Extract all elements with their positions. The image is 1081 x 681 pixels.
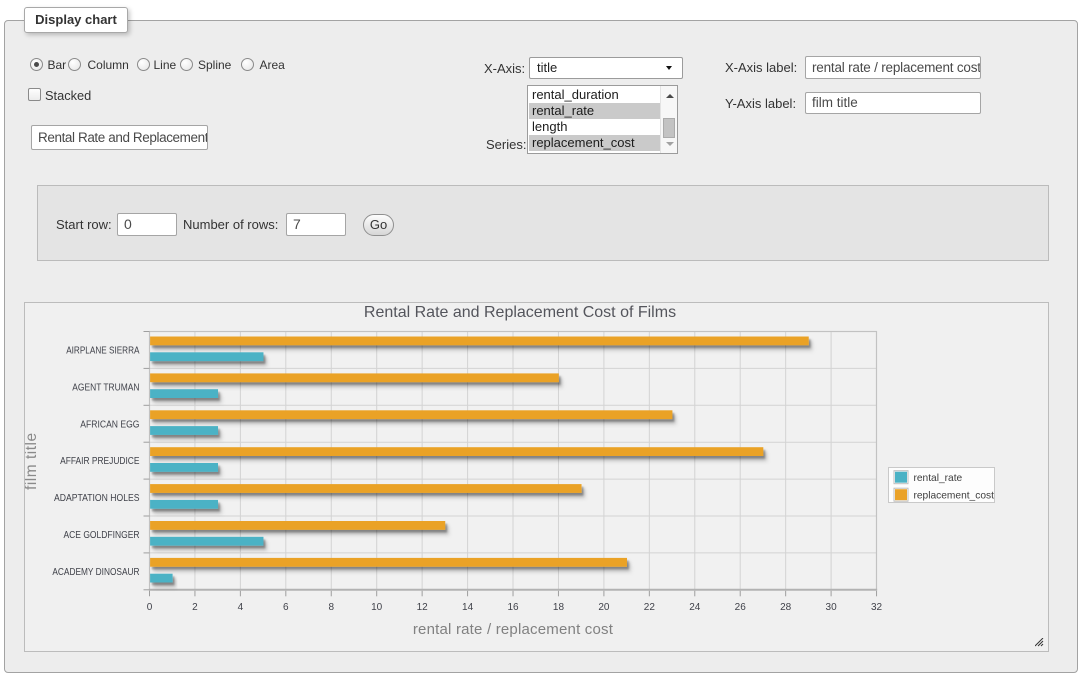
- svg-text:rental_rate: rental_rate: [914, 473, 963, 484]
- svg-text:AIRPLANE SIERRA: AIRPLANE SIERRA: [66, 345, 140, 356]
- svg-text:AGENT TRUMAN: AGENT TRUMAN: [72, 382, 139, 393]
- svg-text:ACADEMY DINOSAUR: ACADEMY DINOSAUR: [52, 567, 139, 578]
- svg-text:12: 12: [417, 602, 429, 613]
- svg-text:ADAPTATION HOLES: ADAPTATION HOLES: [54, 493, 140, 504]
- svg-text:26: 26: [735, 602, 747, 613]
- svg-text:20: 20: [598, 602, 610, 613]
- svg-text:30: 30: [826, 602, 838, 613]
- svg-text:4: 4: [238, 602, 244, 613]
- svg-text:rental rate / replacement cost: rental rate / replacement cost: [413, 621, 614, 638]
- svg-text:22: 22: [644, 602, 656, 613]
- svg-text:0: 0: [147, 602, 153, 613]
- svg-text:AFRICAN EGG: AFRICAN EGG: [80, 419, 139, 430]
- svg-text:6: 6: [283, 602, 289, 613]
- svg-text:8: 8: [328, 602, 334, 613]
- svg-text:24: 24: [689, 602, 701, 613]
- svg-text:film title: film title: [25, 432, 40, 490]
- svg-text:28: 28: [780, 602, 792, 613]
- svg-text:32: 32: [871, 602, 883, 613]
- svg-text:16: 16: [507, 602, 519, 613]
- svg-text:2: 2: [192, 602, 198, 613]
- svg-text:replacement_cost: replacement_cost: [914, 491, 995, 502]
- svg-text:ACE GOLDFINGER: ACE GOLDFINGER: [64, 530, 140, 541]
- svg-text:10: 10: [371, 602, 383, 613]
- svg-text:AFFAIR PREJUDICE: AFFAIR PREJUDICE: [60, 456, 140, 467]
- svg-text:14: 14: [462, 602, 474, 613]
- svg-text:18: 18: [553, 602, 565, 613]
